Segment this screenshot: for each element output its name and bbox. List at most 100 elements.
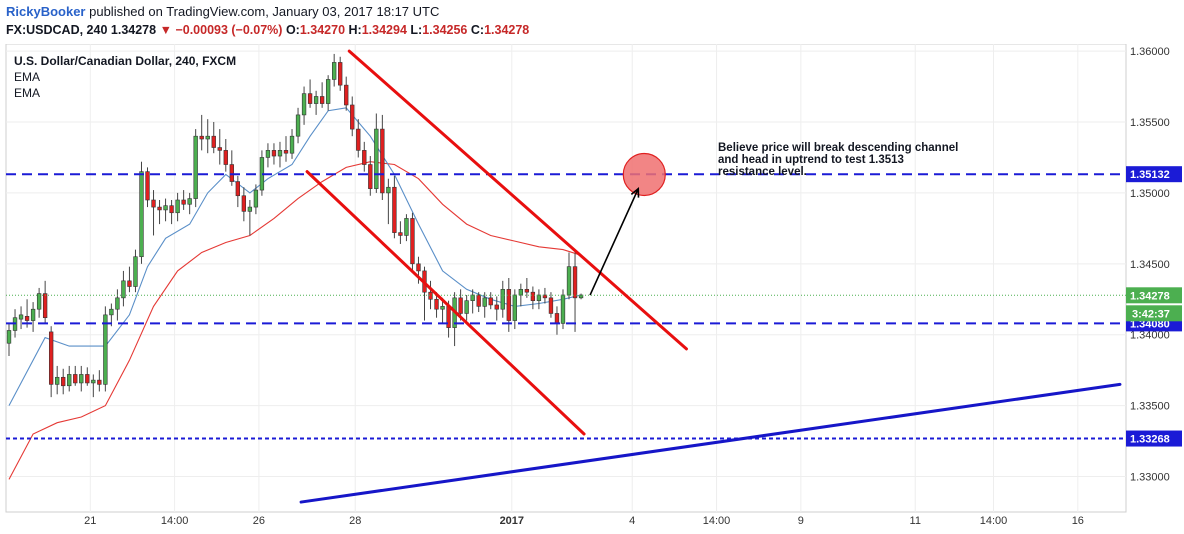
chart-title: U.S. Dollar/Canadian Dollar, 240, FXCM xyxy=(14,54,236,68)
candle xyxy=(115,289,120,321)
forecast-arrow xyxy=(589,188,639,296)
candle xyxy=(235,175,240,208)
candle-body xyxy=(253,189,259,208)
price-chart[interactable]: 1.33000 1.33500 1.34000 1.34500 1.35000 1.355… xyxy=(0,44,1184,534)
y-tick-label: 1.33000 xyxy=(1130,472,1170,484)
candle-body xyxy=(446,306,451,328)
indicator-label-ema-1[interactable]: EMA xyxy=(14,70,40,84)
candle-body xyxy=(24,315,30,321)
candle-body xyxy=(48,331,54,385)
candle-body xyxy=(548,297,554,314)
candle xyxy=(18,306,24,330)
candle xyxy=(229,150,234,186)
candle-body xyxy=(271,150,277,157)
candle xyxy=(434,292,439,318)
candles xyxy=(6,53,584,398)
candle xyxy=(542,287,548,304)
candle-body xyxy=(344,84,349,106)
candle xyxy=(368,156,373,196)
open-value: 1.34270 xyxy=(299,23,346,37)
indicator-label-ema-2[interactable]: EMA xyxy=(14,86,40,100)
grid-lines xyxy=(6,44,1126,512)
author-name[interactable]: RickyBooker xyxy=(6,4,86,19)
candle xyxy=(277,141,283,168)
candle xyxy=(572,252,578,332)
y-tick-label: 1.35000 xyxy=(1130,188,1170,200)
candle-body xyxy=(169,205,174,214)
candle xyxy=(307,79,313,108)
candle xyxy=(67,365,72,392)
candle xyxy=(85,367,90,386)
change-down-icon: ▼ xyxy=(159,23,172,37)
candle-body xyxy=(289,135,295,154)
candle-body xyxy=(145,171,150,201)
candle-body xyxy=(187,198,192,205)
candle-body xyxy=(97,379,102,385)
candle-body xyxy=(277,150,283,157)
candle-body xyxy=(223,150,228,165)
candle-body xyxy=(458,297,463,314)
candle xyxy=(163,198,168,222)
candle xyxy=(175,192,180,222)
candle-body xyxy=(301,93,307,116)
drawings xyxy=(299,49,1122,504)
arrow-head xyxy=(630,186,640,198)
trend-line xyxy=(299,382,1122,504)
candle-body xyxy=(247,206,253,212)
candle xyxy=(536,289,542,310)
candle-body xyxy=(115,297,120,310)
price-axis[interactable]: 1.33000 1.33500 1.34000 1.34500 1.35000 1.355… xyxy=(1126,46,1182,484)
time-axis[interactable]: 21 14:00 26 28 2017 4 14:00 9 11 14:00 16 xyxy=(84,515,1084,527)
candle xyxy=(313,90,319,115)
candle-body xyxy=(163,205,168,211)
candle-body xyxy=(500,289,505,310)
symbol-label: FX:USDCAD, 240 xyxy=(6,23,108,37)
candle-body xyxy=(18,314,24,320)
candle xyxy=(374,113,379,193)
candle-body xyxy=(211,135,216,148)
candle xyxy=(494,296,499,321)
candle xyxy=(6,323,12,356)
candle xyxy=(482,292,487,318)
candle-body xyxy=(560,294,566,324)
candle-body xyxy=(127,280,132,287)
candle-body xyxy=(512,294,517,321)
candle xyxy=(560,289,566,330)
candle xyxy=(338,56,343,91)
candle xyxy=(500,280,505,318)
open-label: O: xyxy=(285,23,300,37)
candle xyxy=(470,289,475,314)
candle-body xyxy=(494,304,499,310)
candle xyxy=(127,266,132,293)
candle-body xyxy=(566,266,572,296)
candle-body xyxy=(470,294,475,301)
low-label: L: xyxy=(410,23,423,37)
candle xyxy=(97,370,102,392)
countdown-label: 3:42:37 xyxy=(1132,308,1170,320)
candle-body xyxy=(338,62,343,86)
candle-body xyxy=(368,164,373,189)
level-price-label-bg xyxy=(1126,287,1182,304)
candle-body xyxy=(91,379,96,384)
candle xyxy=(91,374,96,398)
candle xyxy=(133,249,138,293)
candle xyxy=(440,297,445,324)
candle-body xyxy=(151,199,156,208)
candle-body xyxy=(542,294,548,299)
candle xyxy=(55,365,60,395)
candle xyxy=(295,107,301,144)
x-tick-label: 9 xyxy=(798,515,804,527)
x-tick-label: 21 xyxy=(84,515,96,527)
candle-body xyxy=(578,294,584,299)
candle-body xyxy=(332,62,337,80)
candle-body xyxy=(307,93,313,104)
candle-body xyxy=(404,218,409,236)
candle xyxy=(530,286,536,310)
candle xyxy=(42,280,48,324)
y-tick-label: 1.34000 xyxy=(1130,330,1170,342)
candle-body xyxy=(6,330,12,344)
x-tick-label: 11 xyxy=(910,515,921,527)
candle-body xyxy=(229,164,234,182)
candle-body xyxy=(139,171,144,258)
candle xyxy=(362,141,367,172)
